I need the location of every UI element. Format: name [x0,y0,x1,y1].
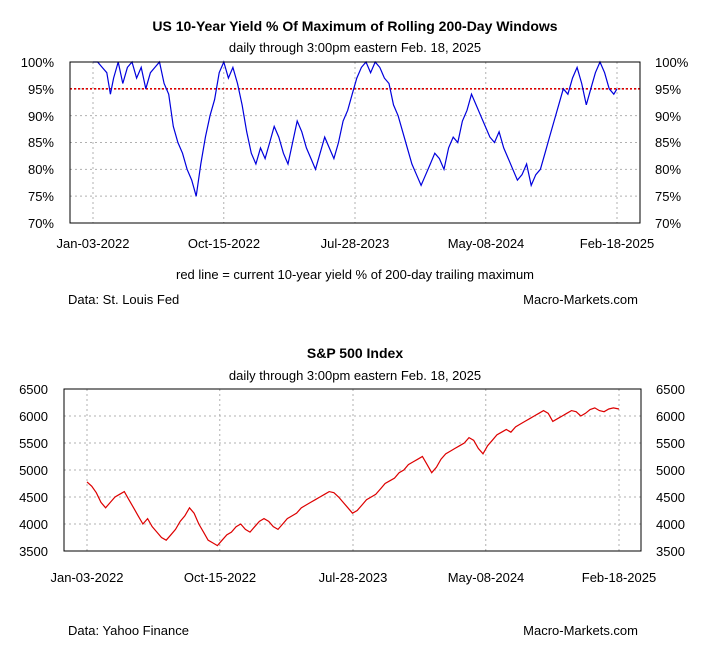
yield-reference-note: red line = current 10-year yield % of 20… [176,267,534,282]
yield-y-tick-right-4: 90% [655,109,681,124]
yield-chart: US 10-Year Yield % Of Maximum of Rolling… [21,18,689,307]
yield-y-tick-left-1: 75% [28,189,54,204]
yield-y-axis-right: 70% 75% 80% 85% 90% 95% 100% [655,55,689,231]
yield-y-tick-left-4: 90% [28,109,54,124]
yield-y-tick-right-5: 95% [655,82,681,97]
sp500-y-tick-right-6: 6500 [656,382,685,397]
sp500-y-tick-right-5: 6000 [656,409,685,424]
sp500-y-tick-left-4: 5500 [19,436,48,451]
yield-x-tick-2: Jul-28-2023 [321,236,390,251]
sp500-source: Data: Yahoo Finance [68,623,189,638]
yield-y-tick-right-2: 80% [655,162,681,177]
yield-y-tick-left-0: 70% [28,216,54,231]
sp500-y-tick-right-1: 4000 [656,517,685,532]
sp500-y-axis-left: 3500 4000 4500 5000 5500 6000 6500 [19,382,48,559]
yield-y-axis-left: 70% 75% 80% 85% 90% 95% 100% [21,55,55,231]
sp500-x-tick-2: Jul-28-2023 [319,570,388,585]
yield-chart-subtitle: daily through 3:00pm eastern Feb. 18, 20… [229,40,481,55]
yield-credit: Macro-Markets.com [523,292,638,307]
yield-y-tick-left-3: 85% [28,135,54,150]
sp500-x-axis: Jan-03-2022 Oct-15-2022 Jul-28-2023 May-… [51,570,657,585]
sp500-y-tick-right-4: 5500 [656,436,685,451]
sp500-y-tick-left-3: 5000 [19,463,48,478]
sp500-y-tick-left-6: 6500 [19,382,48,397]
sp500-credit: Macro-Markets.com [523,623,638,638]
yield-series-line [93,60,618,197]
yield-x-tick-3: May-08-2024 [448,236,525,251]
yield-y-tick-right-1: 75% [655,189,681,204]
yield-x-tick-0: Jan-03-2022 [57,236,130,251]
sp500-plot-frame [63,388,642,552]
sp500-y-axis-right: 3500 4000 4500 5000 5500 6000 6500 [656,382,685,559]
sp500-x-tick-3: May-08-2024 [448,570,525,585]
sp500-x-tick-0: Jan-03-2022 [51,570,124,585]
sp500-series-line [86,407,620,547]
sp500-y-tick-left-2: 4500 [19,490,48,505]
sp500-y-tick-left-0: 3500 [19,544,48,559]
yield-y-tick-right-3: 85% [655,135,681,150]
sp500-x-tick-1: Oct-15-2022 [184,570,256,585]
yield-y-tick-right-0: 70% [655,216,681,231]
sp500-chart-title: S&P 500 Index [307,345,403,361]
yield-y-tick-left-5: 95% [28,82,54,97]
yield-plot-frame [69,61,641,224]
sp500-chart-subtitle: daily through 3:00pm eastern Feb. 18, 20… [229,368,481,383]
sp500-y-tick-right-2: 4500 [656,490,685,505]
sp500-y-tick-left-5: 6000 [19,409,48,424]
yield-x-tick-4: Feb-18-2025 [580,236,654,251]
sp500-chart: S&P 500 Index daily through 3:00pm easte… [19,345,685,638]
yield-x-tick-1: Oct-15-2022 [188,236,260,251]
sp500-x-tick-4: Feb-18-2025 [582,570,656,585]
yield-y-tick-right-6: 100% [655,55,689,70]
yield-y-tick-left-6: 100% [21,55,55,70]
sp500-y-tick-right-3: 5000 [656,463,685,478]
sp500-y-tick-right-0: 3500 [656,544,685,559]
yield-source: Data: St. Louis Fed [68,292,179,307]
sp500-y-tick-left-1: 4000 [19,517,48,532]
yield-chart-title: US 10-Year Yield % Of Maximum of Rolling… [152,18,557,34]
yield-x-axis: Jan-03-2022 Oct-15-2022 Jul-28-2023 May-… [57,236,655,251]
yield-y-tick-left-2: 80% [28,162,54,177]
